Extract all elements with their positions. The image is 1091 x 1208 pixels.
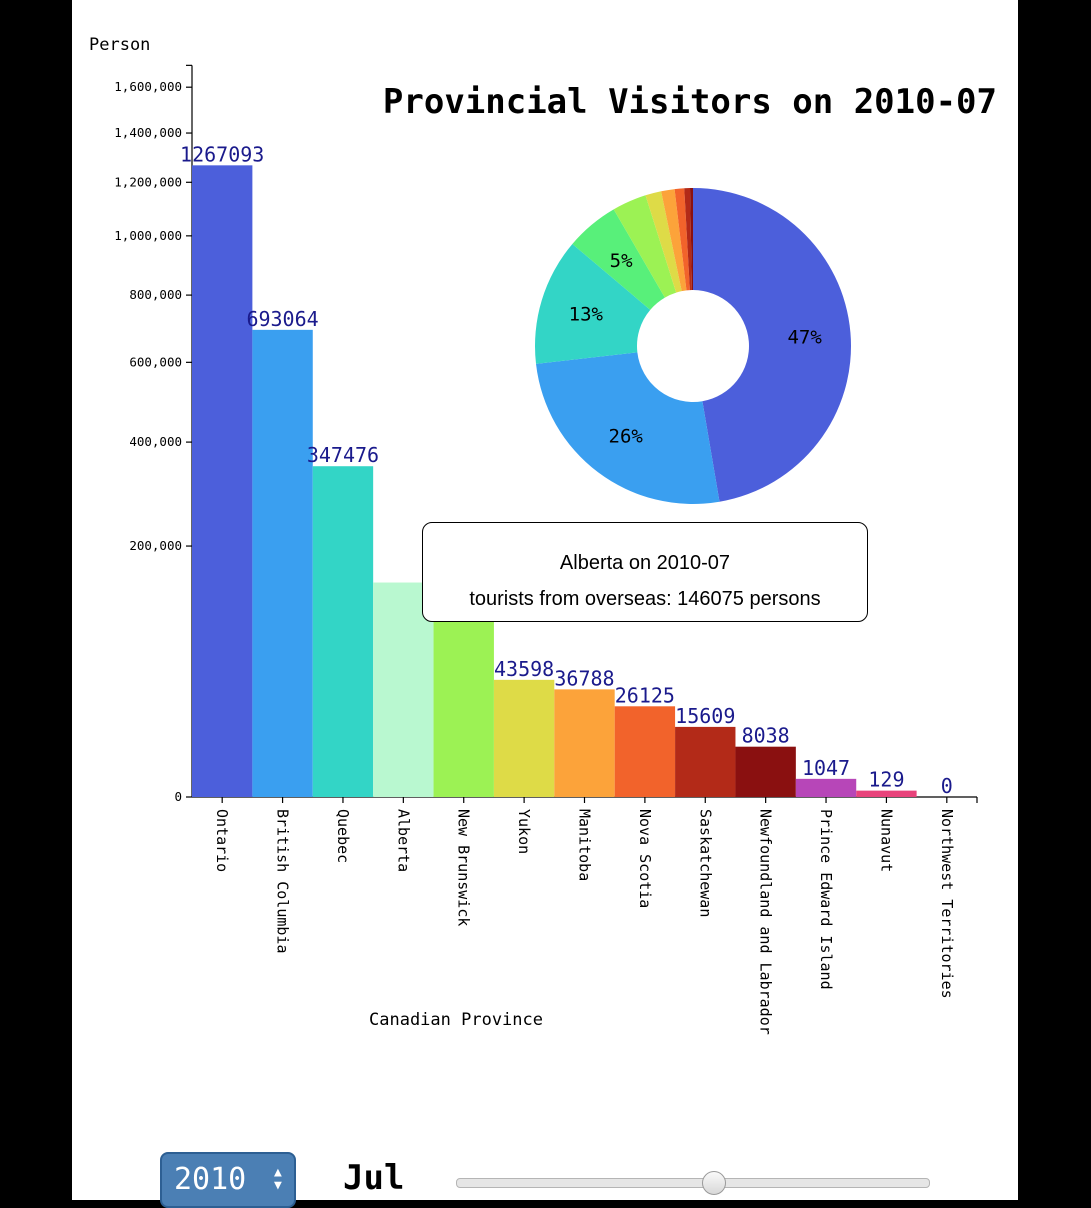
bar-value-label: 1267093 — [180, 142, 264, 166]
x-tick-label: Alberta — [394, 809, 412, 872]
bar-value-label: 129 — [868, 768, 904, 792]
x-tick-label: New Brunswick — [455, 809, 473, 926]
x-tick-label: Ontario — [213, 809, 231, 872]
pie-slice[interactable] — [645, 191, 682, 293]
y-tick-label: 0 — [174, 789, 182, 804]
bar[interactable] — [735, 746, 796, 797]
x-axis-label: Canadian Province — [369, 1010, 543, 1030]
bar[interactable] — [312, 466, 374, 797]
y-tick-label: 1,600,000 — [114, 79, 182, 94]
pie-slice[interactable] — [572, 209, 665, 310]
y-tick-label: 1,200,000 — [114, 174, 182, 189]
chart-svg: Provincial Visitors on 2010-07 Person Ca… — [89, 35, 997, 1035]
pie-percent-label: 13% — [569, 303, 604, 325]
bar[interactable] — [614, 706, 676, 797]
year-select[interactable]: 2010 ▲ ▼ — [160, 1152, 296, 1208]
pie-chart: 47% 26% 13% 5% — [535, 188, 852, 504]
x-tick-label: Yukon — [515, 809, 533, 854]
slider-thumb[interactable] — [702, 1171, 727, 1195]
tooltip-title: Alberta on 2010-07 — [559, 552, 731, 574]
bar-value-label: 43598 — [494, 657, 554, 681]
y-tick-label: 600,000 — [129, 354, 182, 369]
pie-slice[interactable] — [661, 189, 687, 292]
x-tick-label: Manitoba — [576, 809, 594, 881]
month-slider[interactable] — [456, 1171, 930, 1195]
y-axis-label: Person — [89, 35, 150, 55]
pie-slice[interactable] — [536, 352, 720, 504]
tooltip: Alberta on 2010-07 tourists from oversea… — [422, 522, 868, 622]
bar-value-label: 693064 — [246, 307, 318, 331]
bar[interactable] — [252, 329, 313, 797]
bar-value-label: 26125 — [615, 683, 675, 707]
chart-title: Provincial Visitors on 2010-07 — [383, 82, 997, 122]
pie-slice[interactable] — [684, 188, 692, 291]
bar-chart: 0 200,000 400,000 600,000 800,000 1,000,000 1,… — [114, 64, 978, 1035]
bar[interactable] — [856, 790, 917, 797]
pie-slice[interactable] — [674, 188, 690, 291]
bar[interactable] — [554, 689, 615, 797]
bar-value-label: 8038 — [742, 724, 790, 748]
pie-slice[interactable] — [613, 195, 677, 298]
pie-percent-label: 5% — [610, 250, 633, 272]
y-tick-label: 1,000,000 — [114, 228, 182, 243]
x-tick-label: Nunavut — [877, 809, 895, 872]
y-tick-label: 800,000 — [129, 287, 182, 302]
x-tick-label: Saskatchewan — [696, 809, 714, 917]
chart-panel: Provincial Visitors on 2010-07 Person Ca… — [72, 0, 1018, 1200]
x-tick-label: Northwest Territories — [938, 809, 956, 999]
pie-percent-label: 47% — [787, 327, 822, 349]
x-tick-label: Newfoundland and Labrador — [757, 809, 775, 1035]
bar[interactable] — [493, 679, 555, 797]
pie-slice[interactable] — [535, 243, 651, 364]
pie-slice[interactable] — [690, 188, 693, 291]
tooltip-value: tourists from overseas: 146075 persons — [469, 588, 821, 610]
pie-slice[interactable] — [693, 188, 852, 502]
bar-value-label: 15609 — [675, 704, 735, 728]
bar-value-label: 347476 — [307, 443, 379, 467]
bar-value-label: 36788 — [554, 666, 614, 690]
select-arrows-icon: ▲ ▼ — [274, 1165, 282, 1193]
bar[interactable] — [192, 165, 253, 798]
bar-value-label: 0 — [941, 774, 953, 798]
pie-percent-label: 26% — [609, 426, 644, 448]
x-tick-label: Nova Scotia — [636, 809, 654, 908]
bar[interactable] — [675, 726, 736, 797]
y-tick-label: 400,000 — [129, 434, 182, 449]
bar[interactable] — [795, 778, 857, 797]
y-tick-label: 200,000 — [129, 538, 182, 553]
y-tick-label: 1,400,000 — [114, 125, 182, 140]
month-label: Jul — [343, 1158, 405, 1198]
x-tick-label: Prince Edward Island — [817, 809, 835, 990]
x-tick-label: British Columbia — [274, 809, 292, 954]
bar-value-label: 1047 — [802, 756, 850, 780]
year-value: 2010 — [174, 1162, 247, 1197]
x-tick-label: Quebec — [334, 809, 352, 863]
